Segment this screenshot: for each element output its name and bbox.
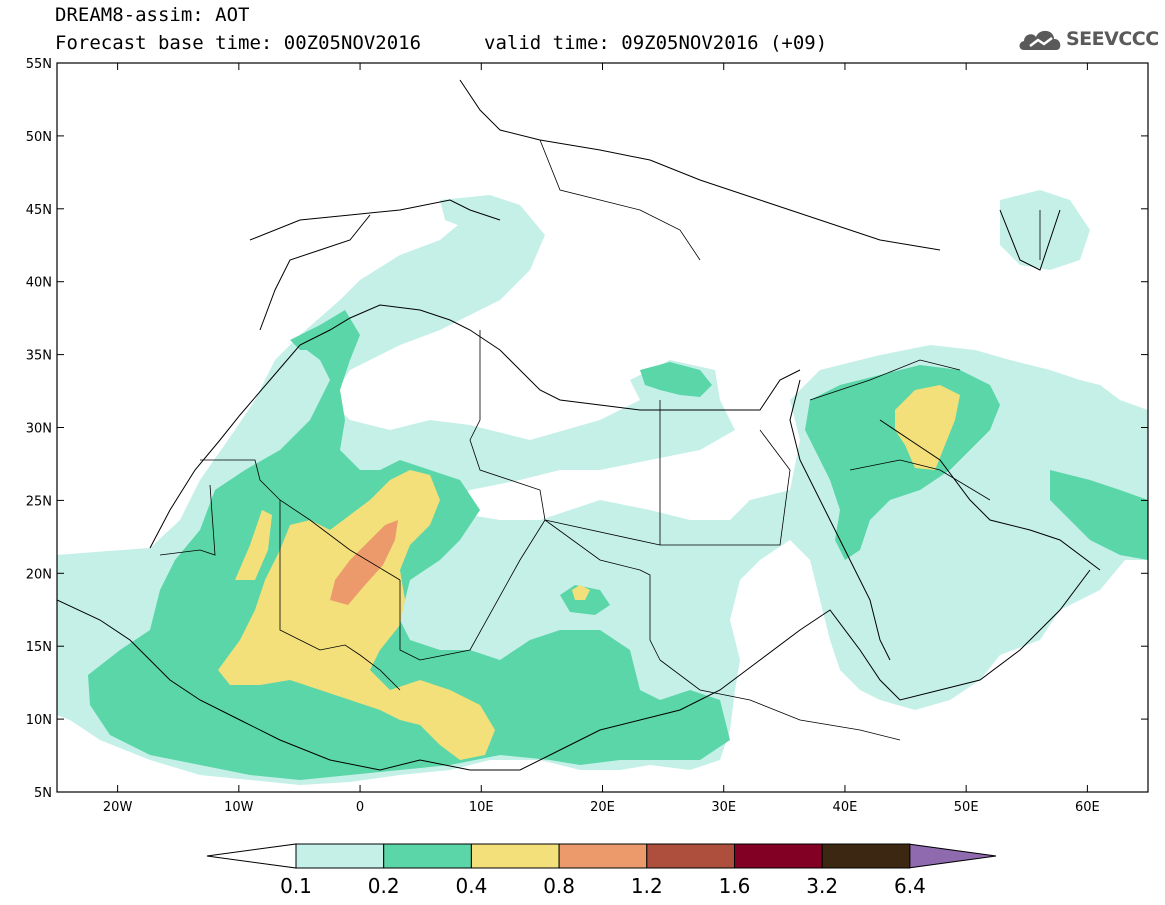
lon-tick-label: 50E <box>954 800 979 815</box>
aot-level-0-8 <box>330 520 398 605</box>
lat-tick-label: 25N <box>26 494 52 509</box>
lat-tick-label: 35N <box>26 349 52 364</box>
colorbar-swatch <box>383 843 472 869</box>
lat-tick-label: 5N <box>34 786 52 801</box>
logo-text: SEEVCCC <box>1066 28 1159 50</box>
lat-tick-label: 50N <box>26 130 52 145</box>
lon-tick-label: 30E <box>711 800 736 815</box>
cloud-logo-icon <box>1019 30 1061 50</box>
colorbar-swatch <box>295 843 385 869</box>
lon-tick-label: 20E <box>590 800 615 815</box>
colorbar-swatch <box>646 843 735 869</box>
lat-tick-label: 10N <box>26 713 52 728</box>
seevccc-logo: SEEVCCC <box>1016 22 1159 58</box>
colorbar-label: 1.6 <box>719 874 751 898</box>
lat-tick-label: 30N <box>26 422 52 437</box>
map-title: DREAM8-assim: AOT <box>55 4 250 26</box>
colorbar-label: 0.1 <box>280 874 312 898</box>
colorbar-high-arrow <box>907 843 997 869</box>
lat-tick-label: 45N <box>26 203 52 218</box>
colorbar-swatch <box>821 843 911 869</box>
lat-tick-label: 20N <box>26 567 52 582</box>
lon-tick-label: 60E <box>1075 800 1100 815</box>
lat-tick-label: 55N <box>26 57 52 72</box>
lon-tick-label: 10E <box>469 800 494 815</box>
lon-tick-label: 20W <box>103 800 133 815</box>
aot-level-0-4 <box>218 385 960 760</box>
colorbar-label: 0.2 <box>368 874 400 898</box>
lon-tick-label: 40E <box>833 800 858 815</box>
lon-tick-label: 10W <box>224 800 254 815</box>
valid-time: valid time: 09Z05NOV2016 (+09) <box>484 32 828 54</box>
colorbar-swatch <box>734 843 823 869</box>
lon-tick-label: 0 <box>356 800 364 815</box>
colorbar-low-arrow <box>206 843 297 869</box>
colorbar-label: 6.4 <box>894 874 926 898</box>
lat-tick-label: 15N <box>26 640 52 655</box>
aot-field <box>57 190 1148 785</box>
forecast-base-time: Forecast base time: 00Z05NOV2016 <box>55 32 422 54</box>
colorbar: 0.1 0.2 0.4 0.8 1.2 1.6 3.2 6.4 <box>206 843 997 898</box>
coastlines <box>57 79 1101 771</box>
colorbar-swatch <box>558 843 648 869</box>
latitude-axis: 5N 10N 15N 20N 25N 30N 35N 40N 45N 50N 55N <box>26 57 1148 801</box>
colorbar-label: 3.2 <box>806 874 838 898</box>
colorbar-label: 0.8 <box>543 874 575 898</box>
longitude-axis: 20W 10W 0 10E 20E 30E 40E 50E 60E <box>103 63 1100 815</box>
lat-tick-label: 40N <box>26 276 52 291</box>
colorbar-label: 1.2 <box>631 874 663 898</box>
country-borders <box>159 139 1041 741</box>
colorbar-swatch <box>470 843 560 869</box>
colorbar-label: 0.4 <box>455 874 487 898</box>
